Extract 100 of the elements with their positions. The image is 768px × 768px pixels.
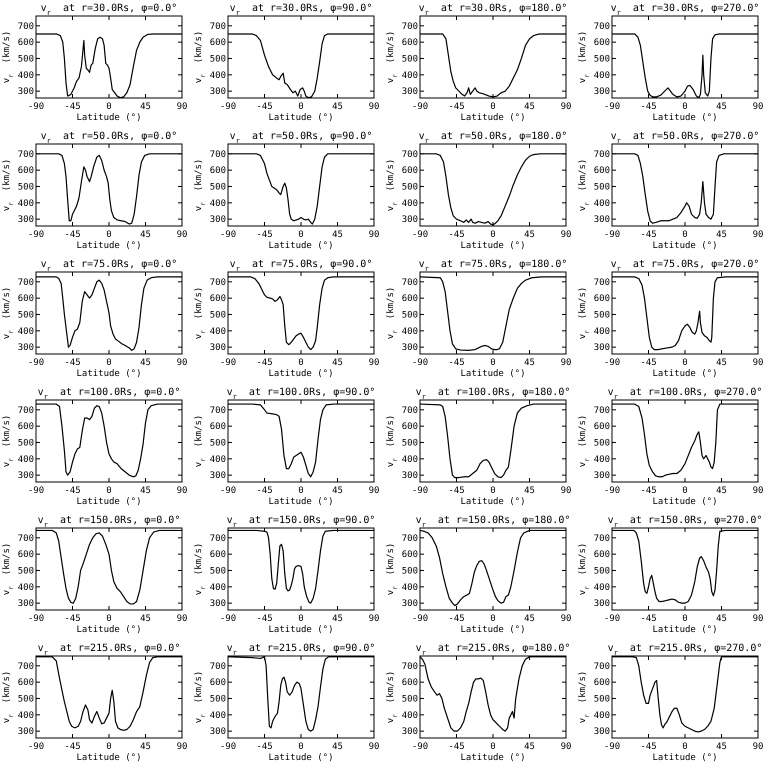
x-tick-label: 0 [298,230,304,240]
chart-title: v$_{r}$ at r=100.0Rs, φ=90.0° [226,387,376,401]
y-tick-label: 300 [402,727,418,738]
y-tick-label: 700 [594,22,610,32]
x-tick-label: -45 [640,102,657,112]
x-tick-label: 90 [176,102,188,112]
x-tick-label: 0 [106,742,112,752]
y-tick-label: 500 [210,310,226,320]
y-tick-label: 500 [402,438,418,448]
y-tick-label: 400 [402,70,418,81]
y-tick-label: 600 [594,294,610,304]
x-tick-label: -90 [412,102,428,112]
x-tick-label: 0 [682,358,688,368]
y-tick-label: 700 [210,406,226,416]
y-tick-label: 500 [210,54,226,64]
x-axis-title: Latitude (°) [76,113,142,123]
x-tick-label: -45 [64,742,81,752]
x-axis-title: Latitude (°) [76,753,142,763]
x-tick-label: 45 [140,358,151,368]
y-tick-label: 600 [594,422,610,432]
y-tick-label: 500 [18,438,34,448]
y-tick-label: 300 [210,343,226,354]
x-tick-label: -45 [448,230,465,240]
x-tick-label: 90 [560,358,572,368]
x-tick-label: 0 [682,102,688,112]
x-tick-label: -90 [28,230,44,240]
y-tick-label: 600 [210,294,226,304]
y-tick-label: 400 [18,198,34,209]
y-tick-label: 500 [210,182,226,192]
y-tick-label: 400 [594,198,610,209]
x-axis-title: Latitude (°) [268,241,334,251]
x-tick-label: -45 [64,102,81,112]
y-tick-label: 500 [18,566,34,576]
x-tick-label: -45 [256,486,273,496]
x-tick-label: 45 [524,742,535,752]
x-tick-label: 90 [368,486,380,496]
y-tick-label: 700 [402,534,418,544]
y-tick-label: 500 [18,182,34,192]
y-tick-label: 600 [210,550,226,560]
y-tick-label: 500 [402,694,418,704]
y-tick-label: 400 [18,326,34,337]
y-tick-label: 300 [402,215,418,226]
x-tick-label: 0 [682,486,688,496]
x-axis-title: Latitude (°) [268,625,334,635]
x-axis-title: Latitude (°) [268,497,334,507]
x-tick-label: 0 [298,102,304,112]
y-tick-label: 400 [402,326,418,337]
x-tick-label: -45 [448,486,465,496]
y-tick-label: 700 [210,278,226,288]
x-tick-label: 45 [524,614,535,624]
y-tick-label: 300 [594,599,610,610]
y-tick-label: 400 [18,710,34,721]
x-tick-label: 0 [490,102,496,112]
y-tick-label: 700 [18,534,34,544]
x-tick-label: -45 [448,102,465,112]
x-tick-label: -90 [220,486,236,496]
x-tick-label: 45 [332,358,343,368]
y-tick-label: 400 [210,710,226,721]
x-axis-title: Latitude (°) [460,241,526,251]
x-tick-label: 45 [524,230,535,240]
chart-title: v$_{r}$ at r=30.0Rs, φ=0.0° [40,3,178,17]
x-axis-title: Latitude (°) [76,369,142,379]
y-tick-label: 300 [210,727,226,738]
x-tick-label: -90 [604,742,620,752]
x-tick-label: -45 [640,358,657,368]
x-axis-title: Latitude (°) [76,625,142,635]
x-tick-label: 0 [298,614,304,624]
y-tick-label: 300 [402,599,418,610]
x-tick-label: 90 [752,614,764,624]
y-tick-label: 700 [402,662,418,672]
y-tick-label: 700 [210,662,226,672]
y-tick-label: 700 [18,278,34,288]
x-tick-label: 90 [560,742,572,752]
x-axis-title: Latitude (°) [460,369,526,379]
y-tick-label: 500 [210,694,226,704]
y-tick-label: 600 [18,294,34,304]
x-axis-title: Latitude (°) [268,369,334,379]
x-tick-label: 45 [332,102,343,112]
x-tick-label: 45 [716,230,727,240]
chart-title: v$_{r}$ at r=75.0Rs, φ=270.0° [610,259,760,273]
x-tick-label: 90 [176,742,188,752]
x-tick-label: -45 [256,230,273,240]
y-tick-label: 600 [210,678,226,688]
y-tick-label: 500 [594,310,610,320]
y-tick-label: 600 [594,678,610,688]
x-tick-label: -90 [604,486,620,496]
x-tick-label: 0 [106,486,112,496]
y-tick-label: 700 [18,406,34,416]
x-tick-label: 90 [176,358,188,368]
chart-title: v$_{r}$ at r=30.0Rs, φ=180.0° [418,3,568,17]
x-tick-label: -90 [604,614,620,624]
y-tick-label: 700 [402,150,418,160]
x-tick-label: 0 [106,358,112,368]
y-tick-label: 600 [402,422,418,432]
y-tick-label: 300 [594,471,610,482]
y-tick-label: 600 [210,38,226,48]
chart-title: v$_{r}$ at r=30.0Rs, φ=90.0° [230,3,372,17]
y-tick-label: 400 [402,198,418,209]
x-tick-label: 0 [682,742,688,752]
y-tick-label: 600 [402,550,418,560]
